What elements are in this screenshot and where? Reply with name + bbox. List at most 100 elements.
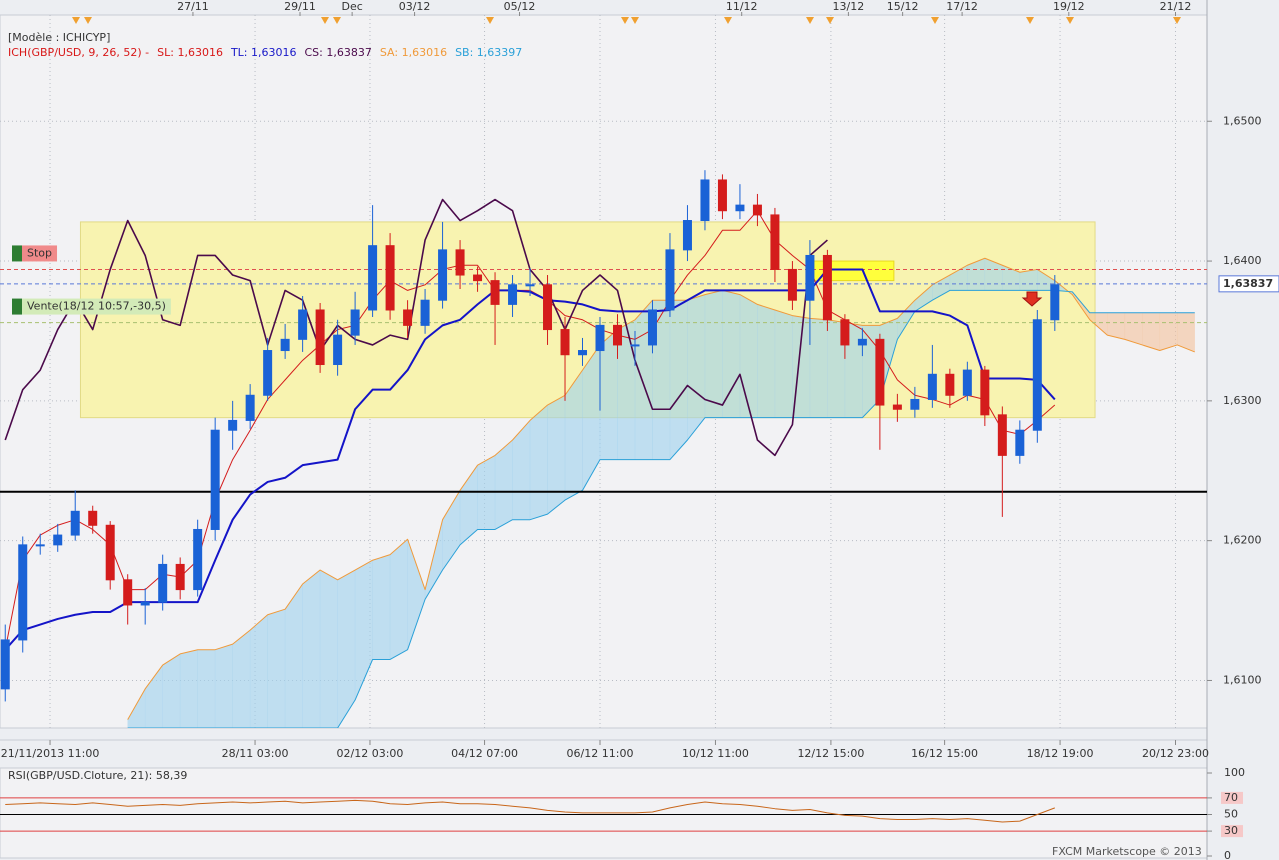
candle-body: [770, 214, 780, 270]
candle-body: [787, 268, 797, 301]
event-marker: [806, 17, 814, 24]
candle-body: [18, 544, 28, 641]
x-tick-label: 28/11 03:00: [222, 747, 289, 760]
candle-body: [1050, 284, 1060, 321]
cloud: [669, 299, 688, 461]
candle-body: [455, 249, 465, 276]
indicator-name: ICH(GBP/USD, 9, 26, 52) -: [8, 46, 149, 59]
cloud: [162, 653, 181, 728]
candle-body: [368, 245, 378, 311]
candle-body: [473, 274, 483, 282]
cloud: [389, 538, 408, 660]
rsi-line: [5, 799, 1055, 823]
rsi-tick-label: 100: [1224, 766, 1245, 779]
candle-body: [927, 373, 937, 400]
candle-body: [158, 563, 168, 603]
candle-body: [88, 510, 98, 526]
top-tick-label: Dec: [341, 0, 362, 13]
candle-body: [508, 284, 518, 305]
cloud: [197, 649, 216, 728]
level-label-bg: [22, 245, 58, 262]
cloud: [722, 290, 741, 418]
candle-body: [595, 324, 605, 352]
cloud: [774, 309, 793, 418]
indicator-value: SB: 1,63397: [455, 46, 522, 59]
event-marker: [321, 17, 329, 24]
event-markers: [72, 17, 1181, 24]
candle-body: [525, 284, 535, 287]
rsi-tick-label: 70: [1224, 791, 1238, 804]
cloud: [739, 294, 758, 418]
x-tick-label: 06/12 11:00: [567, 747, 634, 760]
rsi-tick-label: 50: [1224, 808, 1238, 821]
candle-body: [105, 524, 115, 581]
candle-body: [945, 373, 955, 396]
candle-body: [822, 254, 832, 321]
candle-body: [53, 534, 63, 546]
cloud: [809, 318, 828, 418]
candle-body: [962, 369, 972, 396]
top-tick-label: 05/12: [504, 0, 536, 13]
x-tick-label: 12/12 15:00: [797, 747, 864, 760]
candle-body: [980, 369, 990, 416]
candle-body: [647, 309, 657, 346]
cloud: [757, 304, 776, 418]
event-marker: [621, 17, 629, 24]
level-label: Vente(18/12 10:57,-30,5): [27, 300, 166, 313]
indicator-legend: ICH(GBP/USD, 9, 26, 52) - SL: 1,63016 TL: …: [8, 46, 522, 59]
candle-body: [490, 280, 500, 305]
cloud: [1019, 269, 1038, 291]
y-tick-label: 1,6400: [1223, 254, 1262, 267]
cloud: [249, 614, 268, 728]
top-tick-label: 19/12: [1053, 0, 1085, 13]
x-tick-label: 04/12 07:00: [451, 747, 518, 760]
rsi-title: RSI(GBP/USD.Cloture, 21): 58,39: [8, 769, 187, 782]
rsi-tick-label: 30: [1224, 824, 1238, 837]
candle-body: [682, 220, 692, 251]
top-tick-label: 29/11: [284, 0, 316, 13]
candle-body: [857, 338, 867, 346]
price-label-bg: [1218, 275, 1279, 293]
candle-body: [438, 249, 448, 301]
candle-body: [350, 309, 360, 336]
candle-body: [717, 179, 727, 212]
event-marker: [72, 17, 80, 24]
candle-body: [700, 179, 710, 222]
candle-body: [560, 329, 570, 356]
top-tick-label: 17/12: [946, 0, 978, 13]
candle-body: [578, 350, 588, 356]
event-marker: [826, 17, 834, 24]
top-tick-label: 13/12: [833, 0, 865, 13]
candle-body: [263, 350, 273, 396]
candle-body: [403, 309, 413, 326]
event-marker: [333, 17, 341, 24]
candle-body: [1015, 429, 1025, 456]
cloud: [1142, 312, 1161, 351]
event-marker: [631, 17, 639, 24]
rsi-tick-bg: [1221, 825, 1243, 838]
candle-body: [1032, 319, 1042, 431]
indicator-value: SA: 1,63016: [380, 46, 447, 59]
candle-body: [193, 528, 203, 591]
cloud: [267, 608, 286, 728]
y-tick-label: 1,6200: [1223, 534, 1262, 547]
senkou-a-line: [127, 257, 1195, 720]
indicator-line: [4, 198, 828, 457]
top-tick-label: 15/12: [887, 0, 919, 13]
y-tick-label: 1,6300: [1223, 394, 1262, 407]
cloud: [1159, 312, 1178, 351]
candle-body: [910, 398, 920, 410]
indicator-value: CS: 1,63837: [305, 46, 372, 59]
footer: FXCM Marketscope © 2013: [1052, 845, 1202, 858]
candle-body: [0, 639, 10, 690]
candle-body: [630, 344, 640, 347]
cloud: [214, 643, 233, 728]
x-tick-label: 16/12 15:00: [911, 747, 978, 760]
cloud: [302, 569, 321, 728]
top-tick-label: 03/12: [399, 0, 431, 13]
candle-body: [752, 204, 762, 216]
event-marker: [1026, 17, 1034, 24]
cloud: [319, 569, 338, 728]
